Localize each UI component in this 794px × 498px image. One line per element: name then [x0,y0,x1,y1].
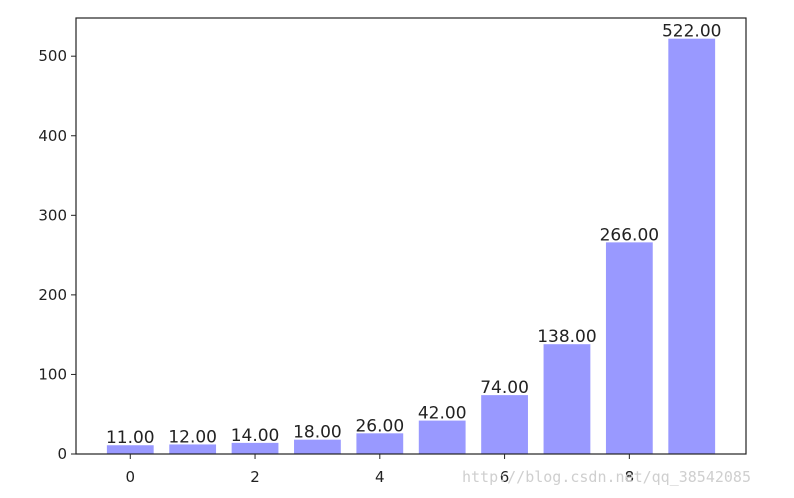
y-tick-label-400: 400 [38,127,67,145]
x-tick-label-0: 0 [126,468,136,486]
bar-6 [481,395,528,454]
y-axis-ticks: 0 100 200 300 400 500 [38,47,76,463]
data-label-9: 522.00 [662,22,721,42]
data-label-2: 14.00 [231,426,280,446]
bar-4 [356,433,404,454]
data-labels-group: 11.00 12.00 14.00 18.00 26.00 42.00 74.00 138.0… [106,22,722,449]
data-label-5: 42.00 [418,404,467,424]
data-label-8: 266.00 [600,225,659,245]
watermark-text: http://blog.csdn.net/qq_38542085 [462,468,751,486]
y-tick-label-500: 500 [38,47,67,65]
x-tick-label-6: 6 [500,468,510,486]
bar-3 [294,439,341,454]
data-label-0: 11.00 [106,428,155,448]
x-axis-ticks: 0 2 4 6 8 [126,454,635,486]
x-tick-label-4: 4 [375,468,385,486]
data-label-4: 26.00 [355,416,404,436]
data-label-1: 12.00 [168,427,217,447]
data-label-7: 138.00 [537,327,596,347]
bars-group [106,38,716,455]
y-tick-label-200: 200 [38,286,67,304]
y-tick-label-0: 0 [57,445,67,463]
axes-frame [75,17,747,455]
bar-0 [106,445,154,454]
x-tick-label-2: 2 [250,468,260,486]
y-tick-label-100: 100 [38,365,67,383]
bar-2 [231,442,279,454]
bar-1 [169,444,217,454]
bar-9 [668,38,716,455]
y-tick-label-300: 300 [38,206,67,224]
bar-8 [605,242,653,454]
bar-5 [418,420,466,454]
data-label-3: 18.00 [293,423,342,443]
data-label-6: 74.00 [480,378,529,398]
x-tick-label-8: 8 [625,468,635,486]
bar-7 [543,344,591,454]
